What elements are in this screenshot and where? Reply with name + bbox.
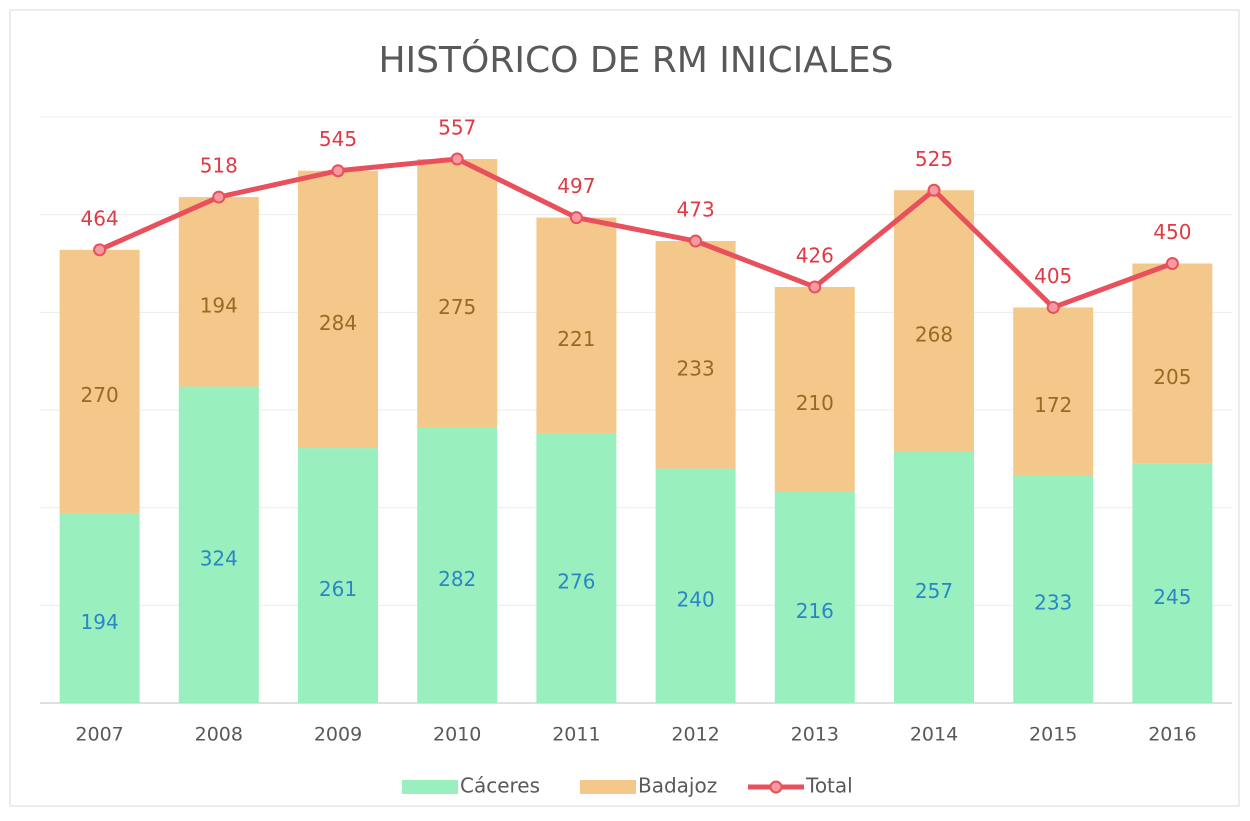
bar-segment — [417, 427, 498, 703]
total-point — [1046, 300, 1060, 314]
data-label: 282 — [438, 567, 476, 591]
bar-segment — [1132, 263, 1213, 464]
total-point — [689, 234, 703, 248]
bar-segment — [59, 513, 140, 703]
data-label: 261 — [319, 577, 357, 601]
x-tick-label: 2016 — [1148, 724, 1196, 746]
bar-segment — [1013, 307, 1094, 476]
x-tick-label: 2014 — [910, 724, 958, 746]
total-point — [212, 190, 226, 204]
bar-segment — [894, 190, 974, 452]
data-label: 518 — [200, 154, 238, 178]
data-label: 464 — [81, 206, 119, 230]
data-label: 473 — [677, 198, 715, 222]
total-point — [450, 152, 464, 166]
data-label: 240 — [677, 587, 715, 611]
legend-label: Total — [805, 774, 853, 798]
data-label: 450 — [1153, 220, 1191, 244]
x-tick-label: 2010 — [433, 724, 481, 746]
data-label: 245 — [1153, 585, 1191, 609]
total-point — [331, 164, 345, 178]
data-label: 525 — [915, 147, 953, 171]
data-label: 210 — [796, 391, 834, 415]
bar-segment — [774, 286, 855, 493]
bar-segment — [655, 468, 736, 703]
legend-swatch — [402, 780, 458, 794]
total-point — [927, 183, 941, 197]
x-tick-label: 2009 — [314, 724, 362, 746]
bar-segment — [298, 170, 378, 449]
data-label: 257 — [915, 579, 953, 603]
data-label: 497 — [557, 174, 595, 198]
bar-segment — [298, 448, 378, 703]
data-label: 324 — [200, 546, 238, 570]
bar-segment — [1013, 475, 1094, 703]
data-label: 194 — [81, 610, 119, 634]
data-label: 405 — [1034, 264, 1072, 288]
legend-swatch — [580, 780, 636, 794]
data-label: 284 — [319, 311, 357, 335]
data-label: 270 — [81, 383, 119, 407]
data-label: 233 — [1034, 591, 1072, 615]
total-point — [569, 211, 583, 225]
data-label: 426 — [796, 243, 834, 267]
total-point — [93, 243, 107, 257]
total-point — [1165, 257, 1179, 270]
legend-label: Badajoz — [638, 774, 717, 798]
data-label: 268 — [915, 323, 953, 347]
bar-segment — [894, 451, 974, 703]
bar-segment — [536, 433, 617, 703]
x-tick-label: 2012 — [671, 724, 719, 746]
bar-segment — [59, 249, 140, 514]
data-label: 216 — [796, 599, 834, 623]
data-label: 545 — [319, 127, 357, 151]
bar-segment — [536, 217, 617, 434]
total-line — [98, 156, 1174, 310]
x-tick-label: 2007 — [75, 724, 123, 746]
x-tick-label: 2015 — [1029, 724, 1077, 746]
x-tick-label: 2013 — [791, 724, 839, 746]
bar-segment — [655, 241, 736, 469]
data-label: 275 — [438, 295, 476, 319]
data-label: 221 — [557, 327, 595, 351]
data-label: 172 — [1034, 393, 1072, 417]
data-label: 276 — [557, 570, 595, 594]
data-label: 205 — [1153, 365, 1191, 389]
data-label: 233 — [677, 356, 715, 380]
bar-segment — [1132, 463, 1213, 703]
legend-marker — [769, 780, 783, 794]
bar-segment — [178, 197, 259, 387]
total-point — [808, 280, 822, 294]
legend-label: Cáceres — [460, 774, 540, 798]
data-label: 194 — [200, 293, 238, 317]
data-label: 557 — [438, 115, 476, 139]
bar-segment — [178, 386, 259, 703]
bar-segment — [417, 158, 498, 428]
x-tick-label: 2011 — [552, 724, 600, 746]
bar-segment — [774, 492, 855, 703]
chart-title: HISTÓRICO DE RM INICIALES — [378, 39, 893, 81]
x-tick-label: 2008 — [195, 724, 243, 746]
